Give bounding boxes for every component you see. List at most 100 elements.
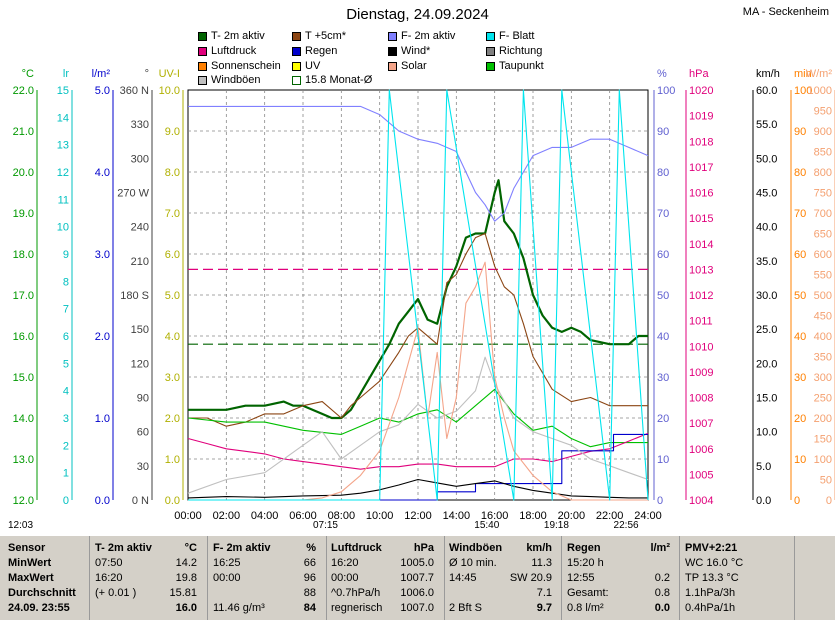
y-tick-label: 30 bbox=[137, 461, 149, 473]
legend-swatch bbox=[198, 31, 207, 41]
y-tick-label: 8.0 bbox=[165, 167, 180, 179]
table-cell: 14:45 bbox=[449, 572, 477, 584]
y-tick-label: 210 bbox=[131, 256, 149, 268]
y-tick-label: 60 bbox=[137, 427, 149, 439]
table-cell: 96 bbox=[303, 572, 316, 584]
y-tick-label: 1010 bbox=[689, 341, 713, 353]
y-tick-label: 6 bbox=[63, 331, 69, 343]
y-tick-label: 0 N bbox=[132, 495, 149, 507]
y-tick-label: 50 bbox=[820, 475, 832, 487]
y-tick-label: 60 bbox=[657, 249, 669, 261]
y-tick-label: 150 bbox=[814, 434, 832, 446]
y-tick-label: 500 bbox=[814, 290, 832, 302]
y-tick-label: 550 bbox=[814, 270, 832, 282]
y-tick-label: 20.0 bbox=[13, 167, 34, 179]
y-tick-label: 10 bbox=[794, 454, 806, 466]
table-row-label: 24.09. 23:55 bbox=[8, 602, 70, 614]
y-tick-label: 1014 bbox=[689, 239, 713, 251]
table-cell: 12:55 bbox=[567, 572, 595, 584]
table-cell: 0.8 bbox=[654, 587, 670, 599]
y-tick-label: 1004 bbox=[689, 495, 713, 507]
axis-unit-label: hPa bbox=[689, 68, 709, 80]
y-tick-label: 0.0 bbox=[756, 495, 771, 507]
legend-swatch bbox=[292, 31, 301, 41]
y-tick-label: 1017 bbox=[689, 162, 713, 174]
table-row-label: MaxWert bbox=[8, 572, 54, 584]
legend-swatch bbox=[292, 46, 301, 56]
y-tick-label: 40.0 bbox=[756, 222, 777, 234]
series-line-t-2m-aktiv bbox=[188, 179, 648, 420]
legend-swatch bbox=[388, 31, 397, 41]
y-tick-label: 1015 bbox=[689, 213, 713, 225]
table-cell: 11.46 g/m³ bbox=[213, 602, 265, 614]
y-tick-label: 120 bbox=[131, 358, 149, 370]
table-cell: WC 16.0 °C bbox=[685, 557, 744, 569]
y-tick-label: 1009 bbox=[689, 367, 713, 379]
y-tick-label: 1 bbox=[63, 468, 69, 480]
stats-table: Sensor T- 2m aktiv °C F- 2m aktiv% Luftdruck… bbox=[0, 536, 835, 620]
legend-swatch bbox=[292, 75, 301, 85]
y-tick-label: 0.0 bbox=[95, 495, 110, 507]
table-cell: TP 13.3 °C bbox=[685, 572, 739, 584]
table-header: °C bbox=[184, 542, 197, 554]
legend-item: Luftdruck bbox=[198, 45, 256, 57]
x-tick-label: 18:00 bbox=[519, 510, 547, 522]
x-tick-label: 10:00 bbox=[366, 510, 394, 522]
y-tick-label: 1018 bbox=[689, 136, 713, 148]
legend-label: Richtung bbox=[499, 45, 543, 57]
y-tick-label: 1008 bbox=[689, 393, 713, 405]
y-tick-label: 850 bbox=[814, 147, 832, 159]
y-tick-label: 8 bbox=[63, 276, 69, 288]
table-row-label: Durchschnitt bbox=[8, 587, 76, 599]
legend-label: F- Blatt bbox=[499, 30, 535, 42]
legend-label: UV bbox=[305, 60, 321, 72]
y-tick-label: 270 W bbox=[117, 188, 149, 200]
legend-label: 15.8 Monat-Ø bbox=[305, 74, 373, 86]
legend-swatch bbox=[388, 61, 397, 71]
table-cell: 0.2 bbox=[654, 572, 670, 584]
legend-swatch bbox=[486, 31, 495, 41]
marker-sunset: 19:18 bbox=[544, 520, 569, 531]
y-tick-label: 700 bbox=[814, 208, 832, 220]
y-tick-label: 0 bbox=[826, 495, 832, 507]
y-tick-label: 14.0 bbox=[13, 413, 34, 425]
y-tick-label: 40 bbox=[794, 331, 806, 343]
legend-label: Wind* bbox=[401, 45, 431, 57]
legend-item: Windböen bbox=[198, 74, 261, 86]
table-cell: 07:50 bbox=[95, 557, 123, 569]
table-cell: 15:20 h bbox=[567, 557, 604, 569]
y-tick-label: 12 bbox=[57, 167, 69, 179]
table-cell: 88 bbox=[303, 587, 316, 599]
legend-swatch bbox=[198, 61, 207, 71]
legend-swatch bbox=[486, 46, 495, 56]
legend-item: T +5cm* bbox=[292, 30, 346, 42]
table-cell: 7.1 bbox=[536, 587, 552, 599]
series-line-f-blatt bbox=[188, 89, 649, 501]
series-line-windb-en bbox=[187, 356, 649, 494]
table-header: F- 2m aktiv bbox=[213, 542, 271, 554]
y-tick-label: 0.0 bbox=[165, 495, 180, 507]
legend-label: Sonnenschein bbox=[211, 60, 281, 72]
y-tick-label: 0 bbox=[63, 495, 69, 507]
table-cell: 66 bbox=[303, 557, 316, 569]
x-tick-label: 22:00 bbox=[596, 510, 624, 522]
x-tick-label: 00:00 bbox=[174, 510, 202, 522]
table-cell: Gesamt: bbox=[567, 587, 609, 599]
y-tick-label: 55.0 bbox=[756, 119, 777, 131]
y-tick-label: 50 bbox=[794, 290, 806, 302]
y-tick-label: 18.0 bbox=[13, 249, 34, 261]
table-header: PMV+2:21 bbox=[685, 542, 738, 554]
legend-label: T- 2m aktiv bbox=[211, 30, 265, 42]
axis-unit-label: UV-I bbox=[159, 68, 180, 80]
y-tick-label: 3 bbox=[63, 413, 69, 425]
table-column-separator bbox=[89, 536, 90, 620]
marker-label: 12:03 bbox=[8, 520, 34, 531]
y-tick-label: 950 bbox=[814, 106, 832, 118]
y-tick-label: 7.0 bbox=[165, 208, 180, 220]
x-tick-label: 08:00 bbox=[328, 510, 356, 522]
table-cell: 1005.0 bbox=[400, 557, 434, 569]
x-tick-label: 20:00 bbox=[558, 510, 586, 522]
y-tick-label: 360 N bbox=[120, 85, 149, 97]
y-tick-label: 750 bbox=[814, 188, 832, 200]
table-cell: 16:20 bbox=[331, 557, 359, 569]
